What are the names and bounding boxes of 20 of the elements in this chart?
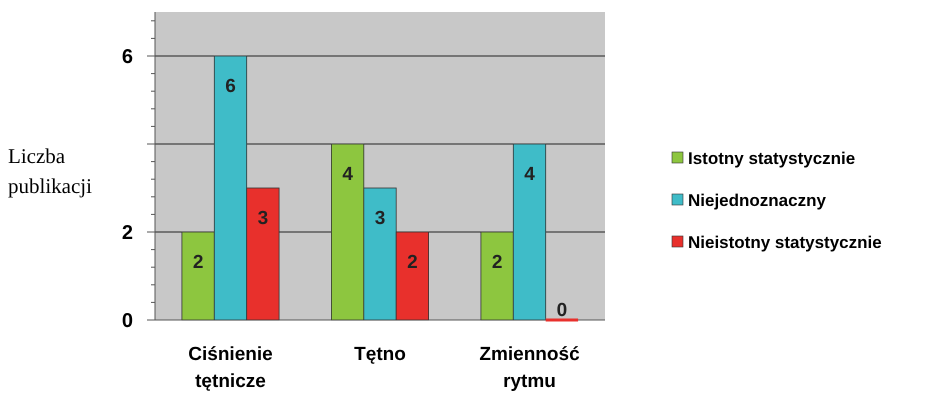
legend-label: Niejednoznaczny: [688, 190, 826, 210]
y-tick-label: 0: [122, 310, 133, 332]
data-label: 2: [192, 252, 204, 273]
legend-label: Istotny statystycznie: [688, 148, 856, 168]
data-label: 2: [407, 252, 418, 273]
data-label: 4: [342, 164, 354, 185]
data-label: 3: [258, 208, 268, 229]
data-label: 2: [492, 252, 502, 273]
y-tick-label: 6: [122, 46, 133, 68]
data-label: 6: [225, 76, 236, 97]
y-tick-label: 2: [122, 222, 133, 244]
legend-label: Nieistotny statystycznie: [688, 232, 882, 252]
data-label: 4: [524, 164, 536, 185]
y-axis-title: Liczba publikacji: [8, 144, 92, 198]
data-label: 0: [556, 300, 568, 321]
x-tick-label: Zmienność rytmu: [479, 344, 580, 392]
data-label: 3: [374, 208, 386, 229]
bar: [546, 318, 578, 322]
x-tick-label: Ciśnienie tętnicze: [188, 344, 273, 392]
x-tick-label: Tętno: [354, 344, 406, 365]
